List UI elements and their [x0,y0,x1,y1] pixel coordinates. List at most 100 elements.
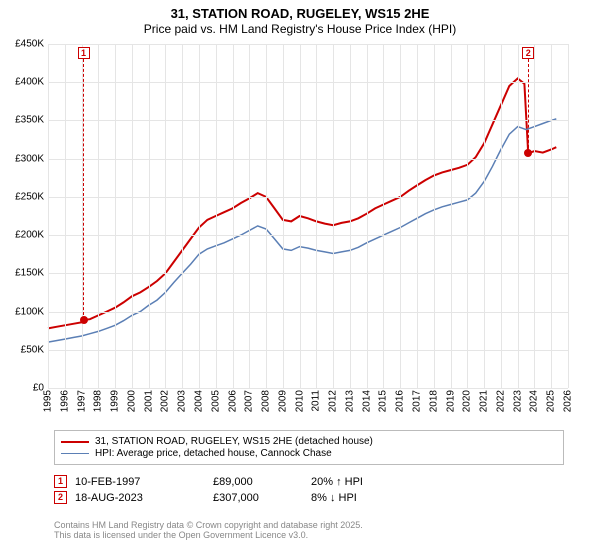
series-property [48,78,556,328]
x-axis-label: 2012 [328,390,339,412]
event-marker-box: 1 [54,475,67,488]
y-axis-label: £250K [0,191,44,202]
x-axis-label: 2010 [294,390,305,412]
x-axis-label: 2016 [395,390,406,412]
grid-line-v [451,44,452,388]
grid-line-v [383,44,384,388]
grid-line-v [266,44,267,388]
x-axis-label: 2023 [512,390,523,412]
x-axis-label: 2006 [227,390,238,412]
marker-dot [80,316,88,324]
grid-line-v [98,44,99,388]
x-axis-label: 1995 [43,390,54,412]
grid-line-v [199,44,200,388]
y-axis-label: £0 [0,383,44,394]
grid-line-h [48,350,568,351]
copyright-line: Contains HM Land Registry data © Crown c… [54,520,363,530]
y-axis-label: £350K [0,115,44,126]
x-axis-label: 2020 [462,390,473,412]
x-axis-label: 2018 [428,390,439,412]
legend-swatch [61,441,89,443]
event-delta: 20% ↑ HPI [311,476,421,488]
grid-line-h [48,273,568,274]
grid-line-v [367,44,368,388]
event-price: £307,000 [213,492,303,504]
plot-area: £0£50K£100K£150K£200K£250K£300K£350K£400… [48,44,568,388]
grid-line-v [165,44,166,388]
grid-line-v [417,44,418,388]
x-axis-label: 2024 [529,390,540,412]
page-subtitle: Price paid vs. HM Land Registry's House … [0,22,600,36]
grid-line-h [48,197,568,198]
x-axis-label: 2026 [563,390,574,412]
event-row: 1 10-FEB-1997 £89,000 20% ↑ HPI [54,475,421,488]
grid-line-v [333,44,334,388]
grid-line-v [434,44,435,388]
x-axis-label: 1999 [110,390,121,412]
x-axis-label: 2009 [277,390,288,412]
event-date: 10-FEB-1997 [75,476,205,488]
x-axis-label: 2007 [244,390,255,412]
y-axis-label: £100K [0,306,44,317]
x-axis-label: 2021 [479,390,490,412]
x-axis-label: 2011 [311,390,322,412]
page-title: 31, STATION ROAD, RUGELEY, WS15 2HE [0,6,600,21]
x-axis-label: 2004 [193,390,204,412]
x-axis-label: 2008 [261,390,272,412]
legend: 31, STATION ROAD, RUGELEY, WS15 2HE (det… [54,430,564,465]
grid-line-v [132,44,133,388]
grid-line-v [300,44,301,388]
event-row: 2 18-AUG-2023 £307,000 8% ↓ HPI [54,491,421,504]
y-axis-label: £300K [0,153,44,164]
y-axis-label: £50K [0,344,44,355]
x-axis-label: 1996 [59,390,70,412]
x-axis-label: 2003 [177,390,188,412]
copyright-line: This data is licensed under the Open Gov… [54,530,363,540]
grid-line-v [518,44,519,388]
legend-swatch [61,453,89,455]
grid-line-v [551,44,552,388]
grid-line-v [467,44,468,388]
x-axis-label: 1998 [93,390,104,412]
grid-line-h [48,235,568,236]
legend-label: HPI: Average price, detached house, Cann… [95,448,332,459]
x-axis-label: 2019 [445,390,456,412]
x-axis-label: 1997 [76,390,87,412]
y-axis-label: £200K [0,230,44,241]
marker-dash [83,59,84,320]
grid-line-v [65,44,66,388]
event-marker-box: 2 [54,491,67,504]
grid-line-v [316,44,317,388]
x-axis-label: 2013 [344,390,355,412]
grid-line-v [233,44,234,388]
x-axis-label: 2022 [495,390,506,412]
x-axis-label: 2001 [143,390,154,412]
grid-line-v [350,44,351,388]
legend-item-hpi: HPI: Average price, detached house, Cann… [61,448,557,459]
y-axis-label: £150K [0,268,44,279]
x-axis-label: 2005 [210,390,221,412]
x-axis-label: 2014 [361,390,372,412]
x-axis-label: 2002 [160,390,171,412]
x-axis-label: 2017 [412,390,423,412]
grid-line-h [48,312,568,313]
grid-line-v [48,44,49,388]
grid-line-v [283,44,284,388]
legend-item-property: 31, STATION ROAD, RUGELEY, WS15 2HE (det… [61,436,557,447]
grid-line-v [501,44,502,388]
events-table: 1 10-FEB-1997 £89,000 20% ↑ HPI 2 18-AUG… [54,472,421,507]
event-date: 18-AUG-2023 [75,492,205,504]
copyright: Contains HM Land Registry data © Crown c… [54,520,363,540]
x-axis-label: 2000 [126,390,137,412]
y-axis-label: £400K [0,77,44,88]
marker-box: 2 [522,47,534,59]
grid-line-v [484,44,485,388]
grid-line-v [182,44,183,388]
grid-line-v [216,44,217,388]
grid-line-h [48,388,568,389]
grid-line-h [48,120,568,121]
x-axis-label: 2015 [378,390,389,412]
grid-line-v [568,44,569,388]
grid-line-v [534,44,535,388]
marker-dash [528,59,529,153]
